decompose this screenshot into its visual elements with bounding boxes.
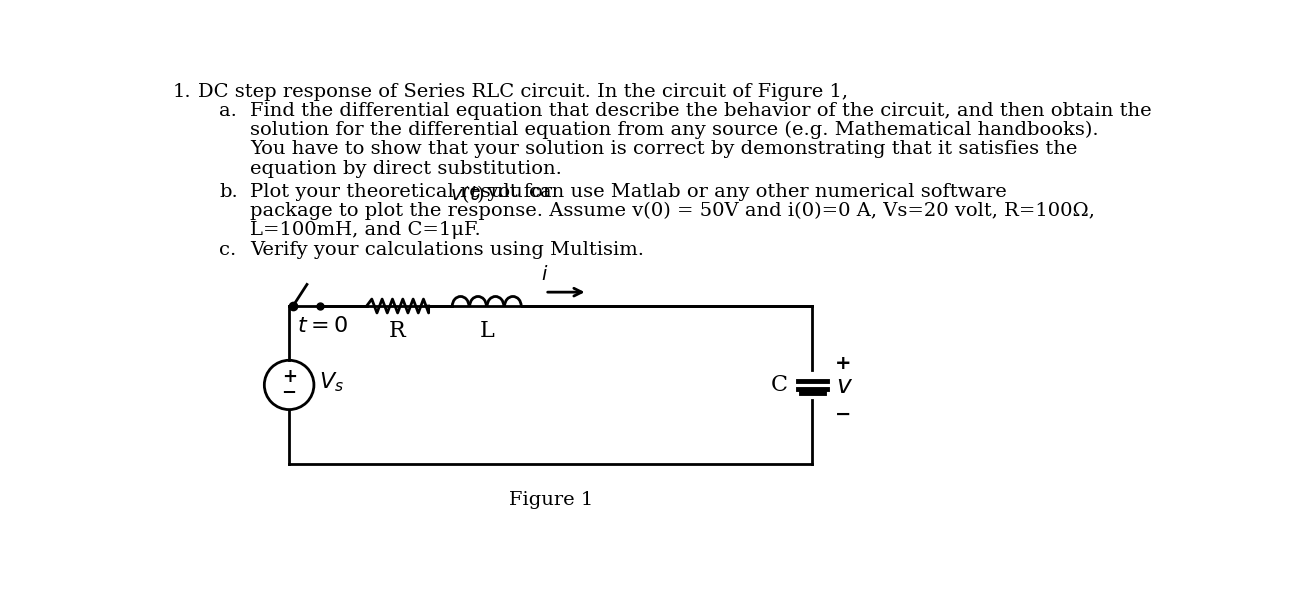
- Text: Find the differential equation that describe the behavior of the circuit, and th: Find the differential equation that desc…: [250, 102, 1152, 120]
- Text: Verify your calculations using Multisim.: Verify your calculations using Multisim.: [250, 241, 645, 259]
- Text: +: +: [835, 354, 851, 373]
- Text: DC step response of Series RLC circuit. In the circuit of Figure 1,: DC step response of Series RLC circuit. …: [199, 82, 849, 101]
- Text: $i$: $i$: [541, 266, 548, 285]
- Text: $v$: $v$: [836, 375, 854, 398]
- Text: equation by direct substitution.: equation by direct substitution.: [250, 160, 562, 178]
- Text: L=100mH, and C=1μF.: L=100mH, and C=1μF.: [250, 221, 481, 240]
- Text: R: R: [390, 320, 406, 342]
- Text: Plot your theoretical result for: Plot your theoretical result for: [250, 183, 559, 201]
- Text: package to plot the response. Assume v(0) = 50V and i(0)=0 A, Vs=20 volt, R=100Ω: package to plot the response. Assume v(0…: [250, 202, 1095, 221]
- Text: L: L: [480, 320, 494, 342]
- Text: −: −: [835, 404, 851, 423]
- Text: b.: b.: [219, 183, 239, 201]
- Text: 1.: 1.: [173, 82, 191, 101]
- Text: $V_s$: $V_s$: [319, 370, 343, 394]
- Text: $t = 0$: $t = 0$: [297, 315, 348, 337]
- Text: $\it{v}$($\it{t}$): $\it{v}$($\it{t}$): [450, 183, 485, 205]
- Text: solution for the differential equation from any source (e.g. Mathematical handbo: solution for the differential equation f…: [250, 121, 1099, 139]
- Text: Figure 1: Figure 1: [508, 491, 593, 509]
- Text: c.: c.: [219, 241, 236, 259]
- Text: −: −: [281, 384, 297, 401]
- Text: , you can use Matlab or any other numerical software: , you can use Matlab or any other numeri…: [475, 183, 1006, 201]
- Text: +: +: [281, 368, 297, 386]
- Text: a.: a.: [219, 102, 237, 120]
- Text: C: C: [771, 374, 788, 396]
- Text: You have to show that your solution is correct by demonstrating that it satisfie: You have to show that your solution is c…: [250, 141, 1077, 158]
